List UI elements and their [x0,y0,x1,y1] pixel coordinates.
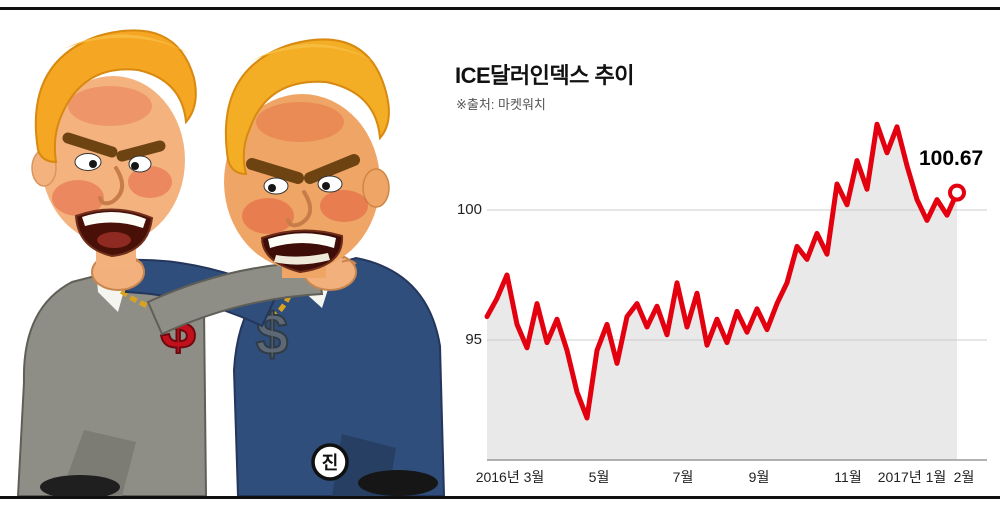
last-point-marker [948,183,966,202]
y-axis-tick-100: 100 [456,201,482,218]
left-figure-shoe [40,475,120,499]
bottom-rule [0,496,1000,499]
right-figure-suit [232,256,446,497]
artist-signature: 진 [311,443,349,481]
artist-signature-text: 진 [322,453,339,473]
index-line [484,121,960,421]
right-figure-shoe [358,470,438,496]
x-axis-tick: 2016년 3월 [475,469,545,485]
left-figure-head [31,29,197,270]
x-axis-tick: 9월 [748,469,770,485]
x-axis-tick: 2017년 1월 [877,469,947,485]
gold-chain-right [270,263,303,319]
y-axis-tick-95: 95 [465,331,482,348]
chart-plot-area [484,121,987,461]
trump-fight-illustration: $ $ [0,10,455,499]
last-value-label: 100.67 [919,146,984,170]
x-axis-tick: 5월 [588,469,610,485]
x-axis-tick: 7월 [672,469,694,485]
trump-caricature-svg: $ $ [16,29,446,499]
x-axis-tick: 11월 [834,469,862,485]
x-axis-tick: 2월 [953,469,975,485]
area-fill [487,124,957,460]
x-axis: 2016년 3월 5월 7월 9월 11월 2017년 1월 2월 [476,467,987,487]
chart-title: ICE달러인덱스 추이 [455,63,634,88]
dollar-index-chart: ICE달러인덱스 추이 ※출처: 마켓워치 100 95 2016년 3월 5월 7… [455,0,1000,506]
top-rule [0,7,1000,10]
right-figure-head [224,38,390,278]
chart-source: ※출처: 마켓워치 [456,97,546,112]
